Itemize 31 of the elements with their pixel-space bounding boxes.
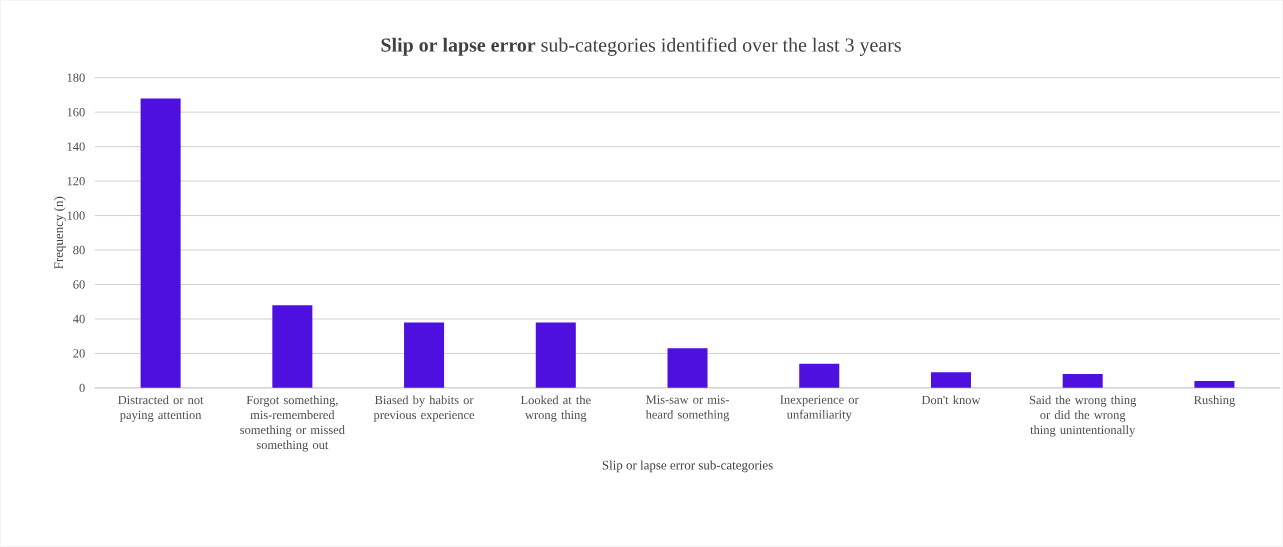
bar — [1062, 374, 1103, 389]
bar — [1194, 381, 1235, 389]
x-axis-title: Slip or lapse error sub-categories — [602, 460, 773, 473]
y-tick-label: 120 — [67, 177, 85, 186]
y-tick-label: 20 — [73, 349, 85, 358]
x-tick-label: Mis-saw or mis-heard something — [645, 395, 730, 422]
y-tick-label: 60 — [73, 280, 85, 289]
x-tick-label: Looked at the wrong thing — [520, 395, 591, 422]
x-tick-label: Forgot something, mis-remembered something or missed something out — [240, 395, 345, 452]
bar — [535, 322, 576, 389]
y-tick-label: 180 — [67, 73, 85, 83]
x-tick-label: Biased by habits or previous experience — [373, 395, 475, 422]
y-tick-label: 160 — [67, 108, 85, 117]
x-tick-label: Don't know — [921, 395, 981, 405]
x-tick-label: Distracted or not paying attention — [118, 395, 204, 422]
y-axis-title: Frequency (n) — [53, 197, 66, 270]
bar — [930, 372, 971, 389]
y-tick-label: 40 — [73, 314, 85, 324]
y-tick-label: 0 — [79, 383, 85, 393]
y-tick-label: 140 — [67, 142, 85, 152]
bar — [799, 363, 840, 389]
bar — [272, 305, 313, 389]
bar — [667, 348, 708, 389]
chart-title: Slip or lapse error sub-categories identified over the last 3 years — [381, 37, 901, 57]
bar — [404, 322, 445, 389]
x-tick-label: Said the wrong thing or did the wrong thing unintentionally — [1029, 395, 1137, 437]
y-tick-label: 80 — [73, 246, 85, 255]
x-tick-label: Rushing — [1194, 395, 1235, 407]
y-tick-label: 100 — [67, 211, 85, 220]
x-tick-label: Inexperience or unfamiliarity — [780, 395, 859, 422]
bar — [140, 98, 181, 389]
